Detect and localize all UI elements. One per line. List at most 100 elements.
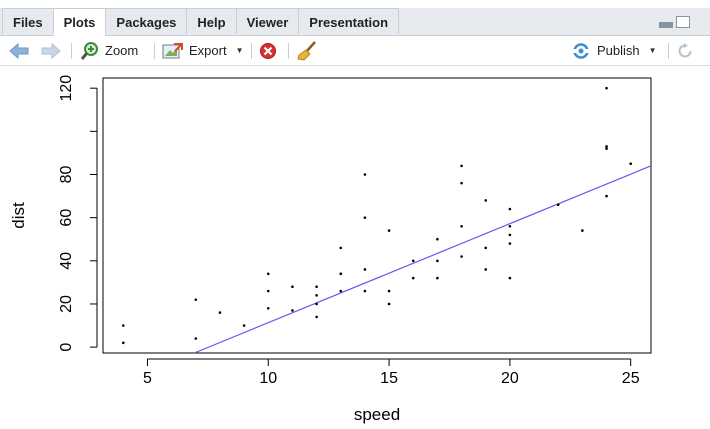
zoom-button[interactable]: Zoom [80, 36, 138, 65]
zoom-icon [80, 41, 98, 60]
pane-tab-bar: Files Plots Packages Help Viewer Present… [0, 8, 710, 36]
data-point [556, 203, 560, 207]
x-axis-title: speed [354, 405, 400, 424]
data-point [508, 207, 512, 211]
refresh-icon [678, 42, 692, 57]
maximize-pane-icon[interactable] [676, 16, 690, 28]
data-point [315, 294, 318, 297]
tab-help[interactable]: Help [187, 8, 237, 34]
data-point [411, 259, 415, 263]
y-axis-title: dist [9, 202, 28, 229]
data-point [436, 237, 439, 241]
data-point [218, 311, 222, 314]
x-tick-label: 10 [259, 370, 277, 387]
data-point [629, 162, 633, 166]
data-point [581, 229, 584, 232]
plot-toolbar: Zoom Export ▼ Publish ▼ [0, 36, 710, 66]
y-tick-label: 80 [58, 166, 75, 184]
tab-list: Files Plots Packages Help Viewer Present… [2, 8, 400, 36]
data-point [363, 289, 367, 293]
refresh-button[interactable] [676, 36, 694, 65]
plot-frame [102, 77, 652, 354]
y-tick-label: 20 [58, 295, 75, 313]
data-point [339, 246, 343, 250]
data-point [508, 233, 512, 237]
toolbar-separator [668, 43, 669, 59]
data-point [387, 302, 391, 306]
minimize-pane-icon[interactable] [659, 22, 673, 28]
data-point [605, 194, 608, 198]
data-point [484, 268, 488, 271]
data-point [363, 216, 367, 219]
export-label: Export [189, 43, 227, 58]
export-button[interactable]: Export ▼ [162, 36, 244, 65]
arrow-right-icon [41, 42, 61, 59]
x-tick-label: 5 [143, 370, 152, 387]
data-point [484, 199, 488, 202]
chevron-down-icon: ▼ [648, 46, 657, 55]
data-point [460, 164, 463, 168]
broom-icon [297, 40, 316, 61]
toolbar-separator [251, 43, 252, 59]
data-point [194, 337, 198, 340]
data-point [315, 315, 318, 319]
data-point [242, 324, 246, 327]
data-point [460, 224, 463, 228]
tab-files[interactable]: Files [2, 8, 54, 34]
y-tick-label: 0 [58, 343, 75, 352]
data-point [315, 285, 318, 289]
chevron-down-icon: ▼ [235, 46, 244, 55]
toolbar-separator [71, 43, 72, 59]
tab-packages[interactable]: Packages [106, 8, 188, 34]
window-controls [659, 16, 690, 28]
back-button[interactable] [8, 36, 30, 65]
data-point [508, 242, 512, 245]
data-point [339, 289, 343, 293]
tab-viewer[interactable]: Viewer [236, 8, 300, 34]
export-icon [162, 42, 183, 58]
regression-line [194, 165, 652, 354]
data-point [484, 246, 488, 250]
data-point [605, 147, 608, 150]
clear-all-plots-button[interactable] [296, 36, 318, 65]
plot-layer: 5 10 15 20 25 0 20 40 60 80 120 speed dist [9, 75, 652, 424]
data-point [460, 255, 463, 258]
x-tick-label: 25 [622, 370, 640, 387]
data-point [291, 285, 294, 289]
tab-plots[interactable]: Plots [53, 8, 107, 36]
data-point [266, 289, 270, 293]
arrow-left-icon [9, 42, 29, 59]
data-point [411, 276, 415, 280]
y-tick-label: 40 [58, 252, 75, 270]
data-point [436, 259, 439, 263]
publish-button[interactable]: Publish ▼ [570, 36, 657, 65]
data-point [363, 268, 367, 271]
data-point [387, 229, 391, 232]
forward-button[interactable] [40, 36, 62, 65]
toolbar-separator [288, 43, 289, 59]
zoom-label: Zoom [105, 43, 139, 58]
data-point [121, 324, 125, 327]
data-point [266, 272, 270, 276]
data-point [508, 224, 512, 228]
remove-plot-button[interactable] [259, 36, 277, 65]
data-point [339, 272, 343, 276]
x-tick-label: 15 [380, 370, 398, 387]
toolbar-separator [154, 43, 155, 59]
data-point [291, 309, 294, 312]
data-point [387, 289, 391, 293]
y-tick-label: 120 [58, 75, 75, 102]
data-point [436, 276, 439, 280]
x-tick-label: 20 [501, 370, 519, 387]
scatter-plot: 5 10 15 20 25 0 20 40 60 80 120 speed dist [9, 75, 652, 424]
data-point [363, 173, 367, 176]
data-point [315, 302, 318, 306]
publish-icon [570, 42, 592, 59]
data-point [194, 298, 198, 301]
data-point [460, 181, 463, 185]
remove-plot-icon [260, 42, 276, 59]
tab-presentation[interactable]: Presentation [299, 8, 400, 34]
y-tick-label: 60 [58, 209, 75, 227]
publish-label: Publish [597, 43, 640, 58]
data-point [605, 86, 608, 90]
